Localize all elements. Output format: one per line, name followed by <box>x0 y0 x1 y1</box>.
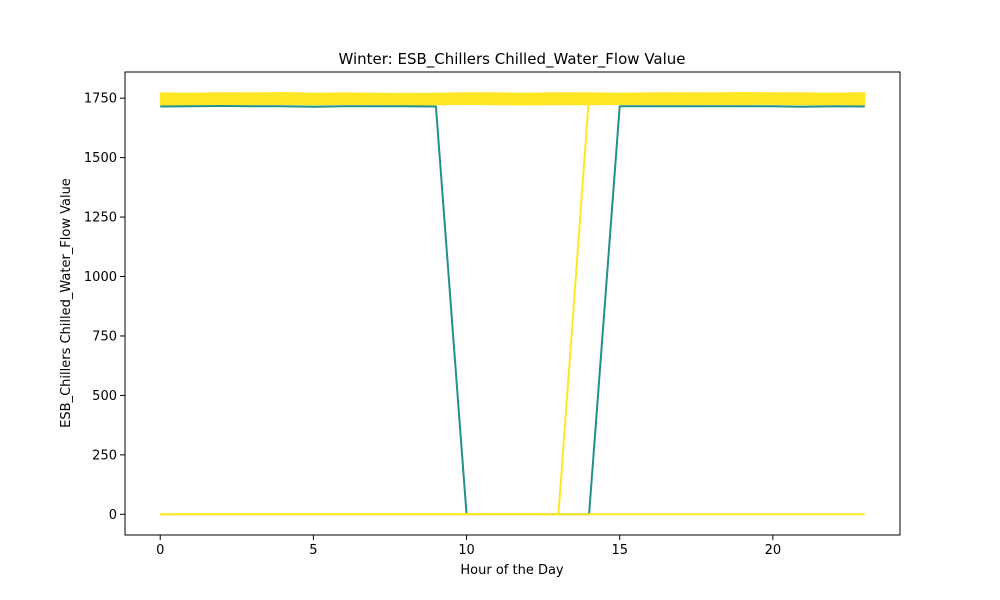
x-tick-label: 20 <box>765 543 782 558</box>
chart-title: Winter: ESB_Chillers Chilled_Water_Flow … <box>338 50 685 69</box>
y-axis-label: ESB_Chillers Chilled_Water_Flow Value <box>59 178 74 428</box>
y-tick-label: 1750 <box>84 92 117 107</box>
x-tick-label: 10 <box>458 543 475 558</box>
x-tick-label: 0 <box>156 543 164 558</box>
y-tick-label: 0 <box>109 508 117 523</box>
x-tick-label: 5 <box>309 543 317 558</box>
y-tick-label: 250 <box>92 448 117 463</box>
y-tick-label: 500 <box>92 389 117 404</box>
x-axis-label: Hour of the Day <box>460 563 564 578</box>
y-tick-label: 1000 <box>84 270 117 285</box>
y-tick-label: 1250 <box>84 211 117 226</box>
x-axis: 0 5 10 15 20 <box>156 535 781 558</box>
y-tick-label: 1500 <box>84 151 117 166</box>
y-axis: 0 250 500 750 1000 1250 1500 1750 <box>84 92 125 523</box>
y-tick-label: 750 <box>92 329 117 344</box>
x-tick-label: 15 <box>611 543 628 558</box>
plot-frame <box>124 71 901 536</box>
plot-area <box>159 91 866 516</box>
